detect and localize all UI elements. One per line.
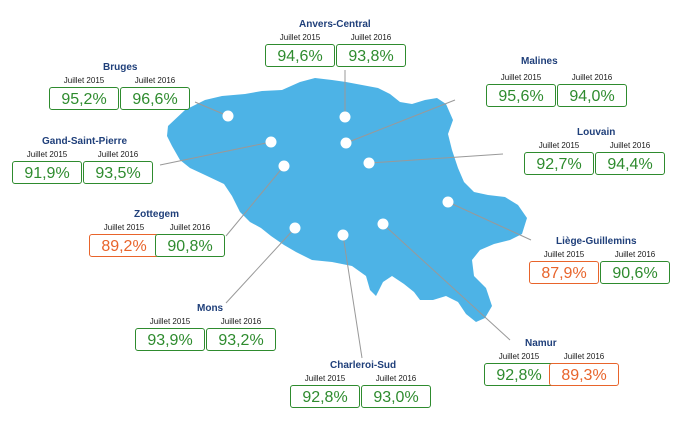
station-name: Liège-Guillemins: [556, 236, 637, 247]
value-2016: 89,3%: [549, 363, 619, 386]
value-2015: 91,9%: [12, 161, 82, 184]
station-name: Malines: [521, 56, 558, 67]
station-name: Namur: [525, 338, 557, 349]
period-label: Juillet 2016: [614, 250, 656, 259]
value-2016: 93,5%: [83, 161, 153, 184]
connector-line: [447, 201, 532, 241]
station-dot: [442, 196, 454, 208]
period-label: Juillet 2015: [149, 317, 191, 326]
period-label: Juillet 2016: [563, 352, 605, 361]
value-2016: 93,8%: [336, 44, 406, 67]
value-2015: 92,7%: [524, 152, 594, 175]
value-2015: 92,8%: [484, 363, 554, 386]
station-name: Gand-Saint-Pierre: [42, 136, 128, 147]
period-label: Juillet 2016: [609, 141, 651, 150]
period-label: Juillet 2015: [538, 141, 580, 150]
value-2016: 94,4%: [595, 152, 665, 175]
station-dot: [340, 137, 352, 149]
value-2015: 89,2%: [89, 234, 159, 257]
period-label: Juillet 2016: [350, 33, 392, 42]
value-2016: 94,0%: [557, 84, 627, 107]
period-label: Juillet 2015: [498, 352, 540, 361]
period-label: Juillet 2015: [63, 76, 105, 85]
period-label: Juillet 2015: [500, 73, 542, 82]
belgium-territory: [167, 78, 527, 322]
period-label: Juillet 2016: [375, 374, 417, 383]
connector-line: [225, 165, 285, 237]
value-2016: 93,0%: [361, 385, 431, 408]
value-2016: 96,6%: [120, 87, 190, 110]
period-label: Juillet 2016: [169, 223, 211, 232]
station-name: Bruges: [103, 62, 138, 73]
connector-line: [342, 234, 363, 359]
period-label: Juillet 2015: [26, 150, 68, 159]
station-dot: [289, 222, 301, 234]
value-2015: 94,6%: [265, 44, 335, 67]
station-name: Mons: [197, 303, 224, 314]
station-dot: [222, 110, 234, 122]
connector-line: [159, 141, 272, 166]
station-name: Louvain: [577, 127, 616, 138]
period-label: Juillet 2016: [571, 73, 613, 82]
value-2015: 92,8%: [290, 385, 360, 408]
value-2015: 95,2%: [49, 87, 119, 110]
station-name: Anvers-Central: [299, 19, 371, 30]
station-dot: [339, 111, 351, 123]
period-label: Juillet 2015: [103, 223, 145, 232]
connector-line: [194, 101, 229, 117]
period-label: Juillet 2015: [304, 374, 346, 383]
period-label: Juillet 2015: [279, 33, 321, 42]
station-name: Charleroi-Sud: [330, 360, 397, 371]
value-2016: 90,6%: [600, 261, 670, 284]
connector-line: [225, 227, 296, 304]
station-dot: [377, 218, 389, 230]
period-label: Juillet 2015: [543, 250, 585, 259]
station-name: Zottegem: [134, 209, 179, 220]
station-dot: [265, 136, 277, 148]
station-dot: [363, 157, 375, 169]
value-2016: 90,8%: [155, 234, 225, 257]
connector-line: [345, 99, 456, 144]
station-dot: [337, 229, 349, 241]
value-2015: 95,6%: [486, 84, 556, 107]
value-2015: 93,9%: [135, 328, 205, 351]
connector-line: [382, 223, 511, 341]
value-2015: 87,9%: [529, 261, 599, 284]
station-dot: [278, 160, 290, 172]
value-2016: 93,2%: [206, 328, 276, 351]
period-label: Juillet 2016: [97, 150, 139, 159]
connector-line: [368, 153, 504, 164]
period-label: Juillet 2016: [134, 76, 176, 85]
period-label: Juillet 2016: [220, 317, 262, 326]
